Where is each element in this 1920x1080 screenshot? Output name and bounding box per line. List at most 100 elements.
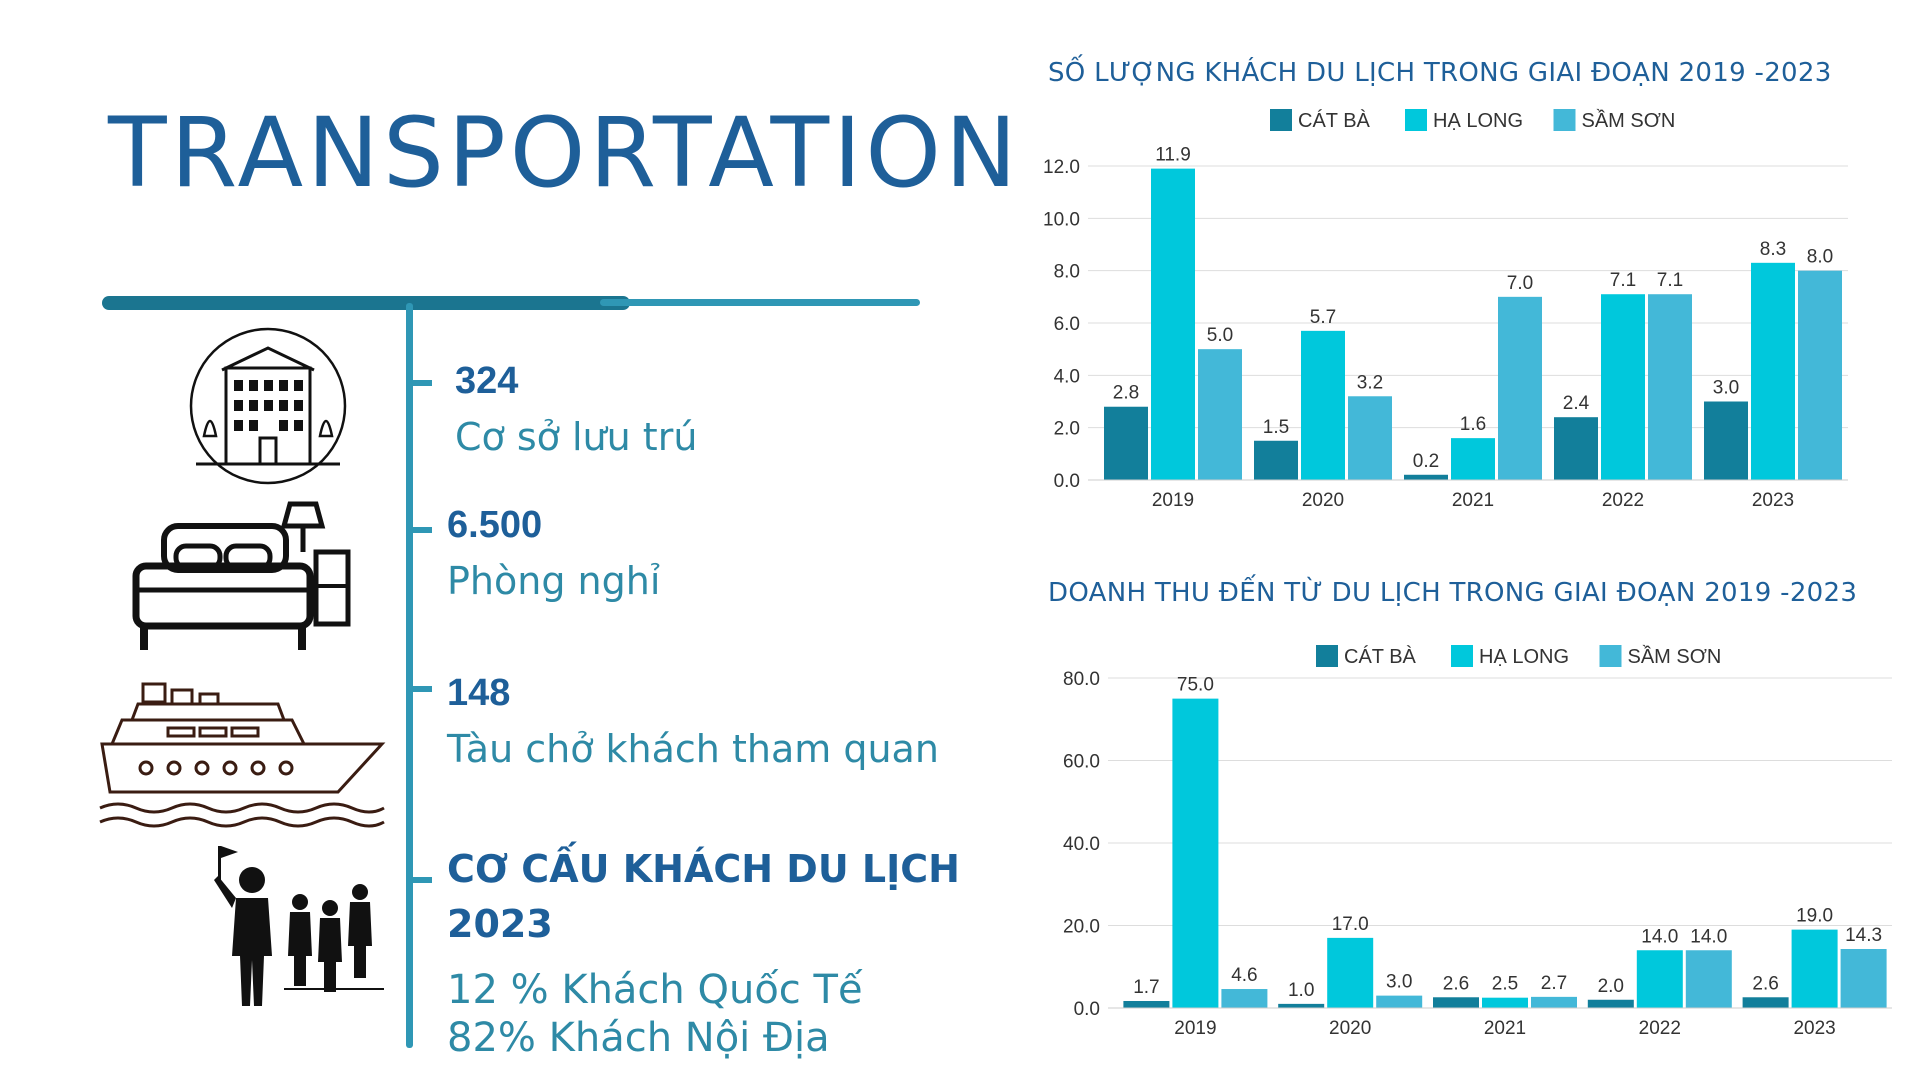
chart-title: SỐ LƯỢNG KHÁCH DU LỊCH TRONG GIAI ĐOẠN 2… — [1048, 58, 1832, 88]
x-tick-label: 2020 — [1302, 490, 1344, 511]
x-tick-label: 2021 — [1452, 490, 1494, 511]
bar — [1301, 330, 1345, 480]
bar — [1221, 989, 1268, 1008]
data-label: 2.7 — [1541, 973, 1567, 994]
bar — [1685, 950, 1732, 1008]
y-tick-label: 0.0 — [1074, 999, 1100, 1020]
visitor-structure-headline: CƠ CẤU KHÁCH DU LỊCH — [447, 847, 960, 891]
data-label: 11.9 — [1155, 145, 1191, 166]
bar — [1636, 950, 1683, 1008]
stat-accommodation: 324 Cơ sở lưu trú — [455, 362, 697, 456]
data-label: 2.5 — [1492, 974, 1518, 995]
stat-label: Phòng nghỉ — [447, 559, 661, 603]
bar — [1348, 396, 1392, 480]
data-label: 2.6 — [1752, 973, 1778, 994]
data-label: 14.3 — [1845, 925, 1882, 946]
data-label: 1.0 — [1288, 980, 1314, 1001]
tour-group-icon — [214, 846, 384, 1006]
legend-label: CÁT BÀ — [1298, 109, 1371, 132]
data-label: 7.1 — [1657, 270, 1683, 291]
stat-value: 148 — [447, 672, 511, 714]
stat-label: Cơ sở lưu trú — [455, 415, 698, 459]
bar — [1554, 417, 1598, 480]
data-label: 17.0 — [1332, 914, 1369, 935]
bar — [1840, 949, 1887, 1008]
tourism-revenue-chart: CÁT BÀ HẠ LONG SẦM SƠN 0.0 20.0 40.0 60.0 80.0 2… — [1063, 645, 1892, 1039]
data-label: 3.0 — [1386, 972, 1412, 993]
data-label: 19.0 — [1796, 906, 1833, 927]
x-tick-label: 2020 — [1329, 1018, 1371, 1039]
bar — [1648, 294, 1692, 480]
bar — [1601, 294, 1645, 480]
x-tick-label: 2019 — [1152, 490, 1194, 511]
cruise-ship-icon — [99, 682, 386, 828]
bed-icon — [132, 501, 351, 650]
timeline-vertical — [406, 303, 413, 1048]
data-label: 75.0 — [1177, 675, 1214, 696]
timeline-tick — [410, 686, 432, 692]
stat-value: 324 — [455, 360, 519, 402]
bar — [1104, 406, 1148, 480]
x-tick-label: 2023 — [1793, 1018, 1835, 1039]
bar — [1482, 997, 1528, 1008]
legend-swatch — [1451, 645, 1473, 667]
page-title: TRANSPORTATION — [108, 97, 1021, 209]
data-label: 2.8 — [1113, 383, 1139, 404]
timeline-tick — [410, 380, 432, 386]
visitor-count-chart: CÁT BÀ HẠ LONG SẦM SƠN 0.0 2.0 4.0 6.0 8.0 10.0 1… — [1043, 109, 1848, 511]
data-label: 1.5 — [1263, 417, 1289, 438]
bar — [1376, 995, 1423, 1008]
legend-label: HẠ LONG — [1479, 646, 1569, 668]
bar — [1278, 1003, 1325, 1008]
bar — [1798, 270, 1842, 480]
bar — [1404, 474, 1448, 480]
visitor-structure-year: 2023 — [447, 902, 553, 947]
data-label: 0.2 — [1413, 451, 1439, 472]
y-tick-label: 0.0 — [1054, 471, 1080, 492]
y-tick-label: 80.0 — [1063, 669, 1100, 690]
timeline-tick — [410, 877, 432, 883]
y-tick-label: 4.0 — [1054, 366, 1080, 387]
bar — [1742, 997, 1789, 1008]
bar — [1254, 440, 1298, 480]
legend-swatch — [1553, 109, 1576, 131]
data-label: 14.0 — [1641, 926, 1678, 947]
bar — [1327, 937, 1374, 1008]
header-divider-thick — [102, 296, 630, 310]
x-tick-label: 2019 — [1174, 1018, 1216, 1039]
data-label: 3.2 — [1357, 372, 1383, 393]
x-tick-label: 2022 — [1639, 1018, 1681, 1039]
header-divider-thin — [600, 299, 920, 306]
y-tick-label: 60.0 — [1063, 752, 1100, 773]
legend-label: SẦM SƠN — [1628, 645, 1722, 668]
visitor-domestic: 82% Khách Nội Địa — [447, 1015, 830, 1062]
stat-value: 6.500 — [447, 504, 543, 546]
x-tick-label: 2021 — [1484, 1018, 1526, 1039]
bar — [1198, 349, 1242, 480]
data-label: 7.0 — [1507, 273, 1533, 294]
data-label: 2.6 — [1443, 973, 1469, 994]
stat-rooms: 6.500 Phòng nghỉ — [447, 506, 660, 600]
stat-boats: 148 Tàu chở khách tham quan — [447, 674, 939, 768]
data-label: 1.7 — [1133, 977, 1159, 998]
legend-swatch — [1316, 645, 1338, 667]
data-label: 14.0 — [1690, 926, 1727, 947]
bar — [1151, 168, 1195, 480]
visitor-international: 12 % Khách Quốc Tế — [447, 967, 863, 1014]
legend-label: SẦM SƠN — [1582, 109, 1676, 132]
stat-label: Tàu chở khách tham quan — [447, 727, 939, 771]
bar — [1451, 438, 1495, 480]
data-label: 7.1 — [1610, 270, 1636, 291]
hotel-building-icon — [189, 327, 347, 485]
legend-swatch — [1599, 645, 1622, 667]
y-tick-label: 12.0 — [1043, 157, 1080, 178]
data-label: 5.7 — [1310, 307, 1336, 328]
bar — [1587, 999, 1634, 1008]
legend-label: HẠ LONG — [1433, 110, 1523, 132]
data-label: 5.0 — [1207, 325, 1233, 346]
legend-label: CÁT BÀ — [1344, 645, 1417, 668]
bar — [1498, 296, 1542, 480]
y-tick-label: 20.0 — [1063, 917, 1100, 938]
bar — [1123, 1000, 1170, 1008]
timeline-tick — [410, 527, 432, 533]
